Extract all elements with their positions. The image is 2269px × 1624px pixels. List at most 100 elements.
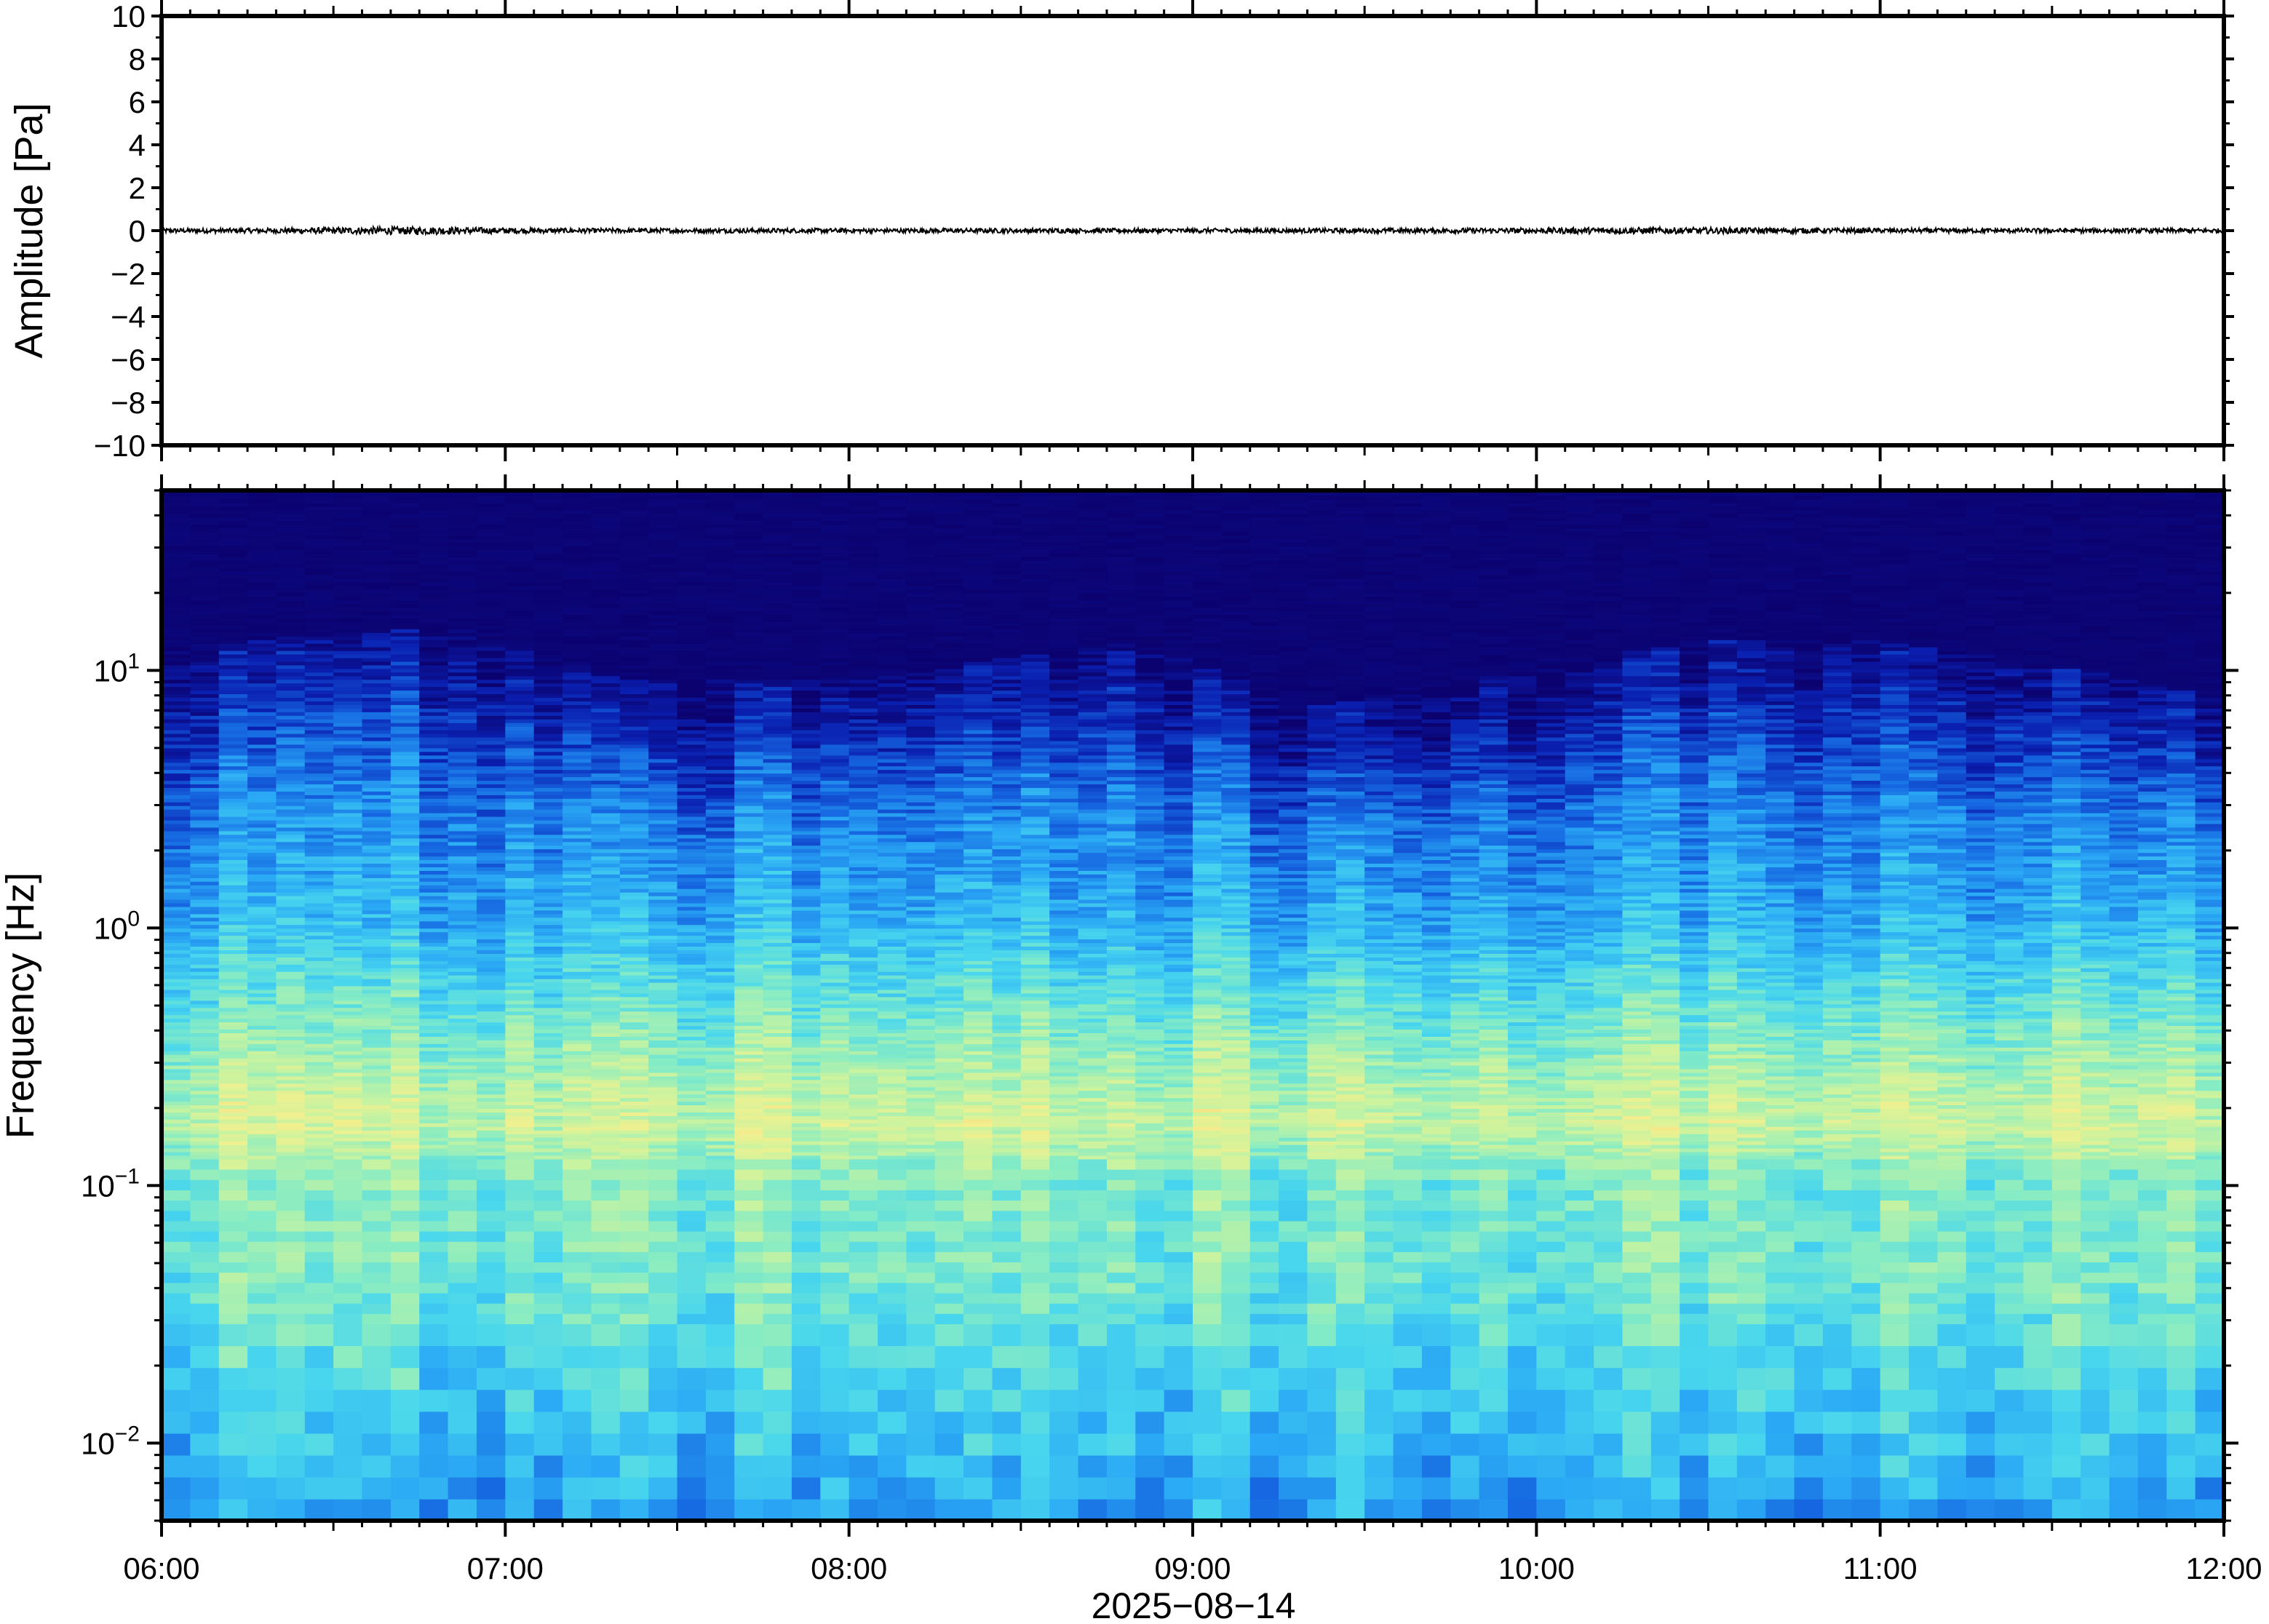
spectrogram-cell bbox=[218, 902, 248, 907]
spectrogram-cell bbox=[563, 856, 592, 861]
spectrogram-cell bbox=[505, 686, 535, 691]
spectrogram-cell bbox=[476, 950, 506, 954]
spectrogram-cell bbox=[419, 1061, 449, 1066]
spectrogram-cell bbox=[276, 1003, 306, 1008]
spectrogram-cell bbox=[304, 787, 334, 792]
spectrogram-cell bbox=[591, 1072, 621, 1077]
spectrogram-cell bbox=[734, 553, 764, 557]
spectrogram-cell bbox=[448, 830, 477, 835]
spectrogram-cell bbox=[333, 675, 363, 680]
spectrogram-cell bbox=[162, 1324, 191, 1347]
spectrogram-cell bbox=[190, 1068, 220, 1073]
spectrogram-cell bbox=[190, 812, 220, 817]
spectrogram-cell bbox=[247, 953, 277, 958]
spectrogram-cell bbox=[362, 902, 392, 907]
spectrogram-cell bbox=[333, 1054, 363, 1059]
spectrogram-cell bbox=[162, 736, 191, 741]
spectrogram-cell bbox=[276, 1169, 306, 1180]
spectrogram-cell bbox=[476, 549, 506, 554]
spectrogram-cell bbox=[247, 1057, 277, 1062]
spectrogram-cell bbox=[190, 845, 220, 850]
spectrogram-cell bbox=[705, 1129, 736, 1134]
spectrogram-cell bbox=[218, 712, 248, 716]
spectrogram-cell bbox=[763, 1169, 792, 1180]
spectrogram-cell bbox=[763, 686, 792, 691]
spectrogram-cell bbox=[448, 1292, 477, 1304]
spectrogram-cell bbox=[448, 653, 477, 658]
spectrogram-cell bbox=[190, 697, 220, 702]
spectrogram-cell bbox=[448, 729, 477, 734]
spectrogram-cell bbox=[591, 834, 621, 839]
spectrogram-cell bbox=[505, 874, 535, 878]
spectrogram-cell bbox=[333, 560, 363, 565]
spectrogram-cell bbox=[563, 517, 592, 522]
spectrogram-cell bbox=[333, 1003, 363, 1008]
spectrogram-cell bbox=[476, 906, 506, 911]
spectrogram-cell bbox=[304, 1101, 334, 1106]
spectrogram-cell bbox=[247, 1119, 277, 1123]
spectrogram-cell bbox=[162, 567, 191, 572]
spectrogram-cell bbox=[763, 870, 792, 875]
spectrogram-cell bbox=[734, 1476, 764, 1500]
spectrogram-cell bbox=[362, 798, 392, 803]
spectrogram-cell bbox=[563, 607, 592, 612]
spectrogram-cell bbox=[763, 618, 792, 622]
spectrogram-cell bbox=[619, 729, 649, 734]
spectrogram-cell bbox=[218, 589, 248, 594]
spectrogram-cell bbox=[362, 592, 392, 597]
spectrogram-cell bbox=[419, 920, 449, 926]
spectrogram-cell bbox=[448, 816, 477, 821]
spectrogram-cell bbox=[419, 719, 449, 723]
spectrogram-cell bbox=[390, 1075, 421, 1080]
spectrogram-cell bbox=[763, 574, 792, 579]
spectrogram-cell bbox=[476, 535, 506, 539]
spectrogram-cell bbox=[362, 852, 392, 857]
spectrogram-cell bbox=[362, 600, 392, 605]
spectrogram-cell bbox=[591, 1169, 621, 1180]
spectrogram-cell bbox=[218, 668, 248, 673]
spectrogram-cell bbox=[390, 795, 421, 799]
spectrogram-cell bbox=[677, 1112, 707, 1116]
spectrogram-cell bbox=[333, 769, 363, 774]
spectrogram-cell bbox=[563, 939, 592, 944]
spectrogram-cell bbox=[333, 906, 363, 911]
spectrogram-cell bbox=[591, 1220, 621, 1232]
spectrogram-cell bbox=[448, 1158, 477, 1170]
spectrogram-cell bbox=[162, 657, 191, 662]
spectrogram-cell bbox=[419, 729, 449, 734]
spectrogram-cell bbox=[304, 581, 334, 586]
spectrogram-cell bbox=[247, 773, 277, 778]
spectrogram-cell bbox=[734, 524, 764, 529]
spectrogram-cell bbox=[218, 1292, 248, 1304]
spectrogram-cell bbox=[763, 1104, 792, 1110]
spectrogram-cell bbox=[476, 546, 506, 550]
spectrogram-cell bbox=[218, 1068, 248, 1073]
spectrogram-cell bbox=[533, 1072, 563, 1077]
spectrogram-cell bbox=[648, 784, 678, 788]
spectrogram-cell bbox=[791, 939, 822, 944]
spectrogram-cell bbox=[333, 1014, 363, 1019]
spectrogram-cell bbox=[705, 960, 736, 965]
spectrogram-cell bbox=[162, 953, 191, 958]
spectrogram-cell bbox=[218, 960, 248, 965]
spectrogram-cell bbox=[619, 517, 649, 522]
spectrogram-cell bbox=[533, 935, 563, 940]
spectrogram-cell bbox=[791, 992, 822, 998]
spectrogram-cell bbox=[448, 950, 477, 954]
spectrogram-cell bbox=[591, 1061, 621, 1066]
spectrogram-cell bbox=[763, 610, 792, 616]
spectrogram-cell bbox=[619, 765, 649, 771]
spectrogram-cell bbox=[190, 953, 220, 958]
spectrogram-cell bbox=[505, 733, 535, 738]
spectrogram-cell bbox=[162, 974, 191, 979]
spectrogram-cell bbox=[162, 978, 191, 983]
spectrogram-cell bbox=[390, 1046, 421, 1051]
spectrogram-cell bbox=[362, 928, 392, 933]
spectrogram-cell bbox=[448, 1018, 477, 1023]
spectrogram-cell bbox=[448, 524, 477, 529]
spectrogram-cell bbox=[619, 1324, 649, 1347]
spectrogram-cell bbox=[448, 520, 477, 525]
spectrogram-cell bbox=[476, 1282, 506, 1294]
spectrogram-cell bbox=[218, 708, 248, 712]
spectrogram-cell bbox=[390, 538, 421, 543]
